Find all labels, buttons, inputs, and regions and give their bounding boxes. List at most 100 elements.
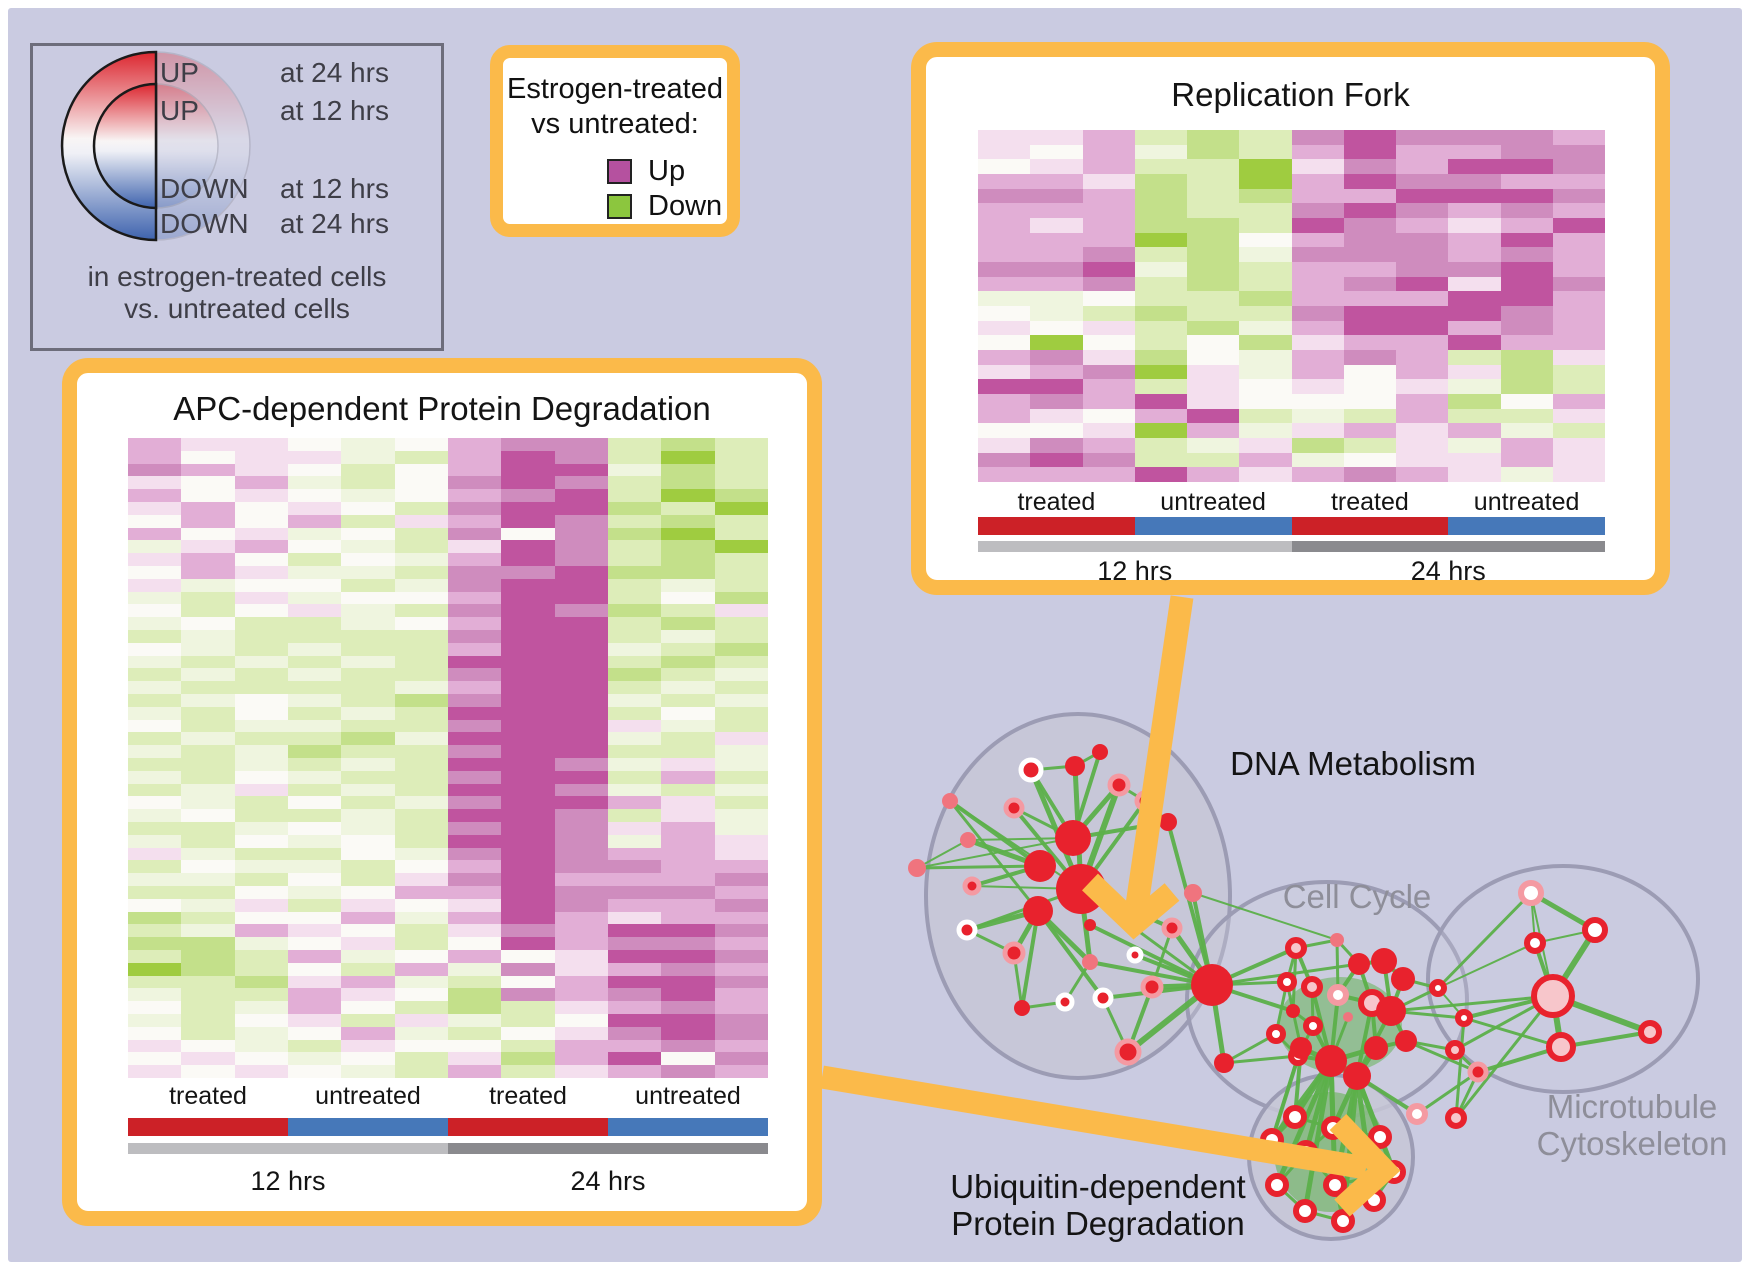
heatmap-cell xyxy=(1082,408,1135,424)
heatmap-cell xyxy=(394,540,448,554)
heatmap-cell xyxy=(1082,262,1135,277)
heatmap-cell xyxy=(447,822,502,835)
heatmap-cell xyxy=(341,566,395,579)
gene-node-m6 xyxy=(1638,1020,1662,1044)
heatmap-cell xyxy=(1030,174,1083,189)
heatmap-cell xyxy=(128,630,182,643)
heatmap-cell xyxy=(234,630,288,643)
heatmap-cell xyxy=(447,745,502,758)
heatmap-cell xyxy=(1082,159,1135,174)
heatmap-cell xyxy=(181,937,235,950)
heatmap-cell xyxy=(394,630,448,643)
gene-node-d14 xyxy=(1092,744,1108,760)
heatmap-cell xyxy=(234,1052,288,1066)
heatmap-cell xyxy=(447,668,502,682)
heatmap-cell xyxy=(607,642,662,656)
heatmap-cell xyxy=(234,834,288,848)
heatmap-cell xyxy=(661,1001,715,1014)
heatmap-cell xyxy=(1134,306,1187,321)
heatmap-cell xyxy=(447,553,502,566)
heatmap-cell xyxy=(394,847,448,861)
heatmap-cell xyxy=(1552,335,1605,350)
heatmap-cell xyxy=(501,438,555,451)
heatmap-cell xyxy=(1552,350,1605,365)
gene-node-c10 xyxy=(1303,1016,1323,1036)
heatmap-cell xyxy=(554,681,608,694)
heatmap-cell xyxy=(714,988,768,1002)
heatmap-cell xyxy=(1187,379,1240,394)
heatmap-cell xyxy=(181,834,235,848)
heatmap-cell xyxy=(607,706,662,720)
heatmap-cell xyxy=(1396,291,1449,306)
heatmap-cell xyxy=(287,822,342,835)
updown-item-up: Up xyxy=(607,154,722,189)
heatmap-cell xyxy=(978,320,1031,336)
heatmap-cell xyxy=(607,886,662,899)
heatmap-cell xyxy=(1082,130,1135,145)
up-color-swatch xyxy=(607,159,632,184)
heatmap-cell xyxy=(394,975,448,989)
heatmap-cell xyxy=(501,706,555,720)
cluster-label-line: Cytoskeleton xyxy=(1536,1125,1728,1162)
heatmap-cell xyxy=(394,834,448,848)
heatmap-cell xyxy=(978,247,1031,262)
heatmap-cell xyxy=(1396,320,1449,336)
heatmap-cell xyxy=(1291,408,1344,424)
heatmap-cell xyxy=(607,502,662,515)
heatmap-cell xyxy=(181,1052,235,1066)
heatmap-cell xyxy=(1343,203,1396,218)
network-edge xyxy=(948,800,1040,912)
gene-node-d4 xyxy=(1003,797,1025,819)
heatmap-cell xyxy=(128,438,182,451)
heatmap-cell xyxy=(1082,276,1135,292)
gene-node-d16 xyxy=(1159,813,1177,831)
heatmap-cell xyxy=(607,962,662,976)
heatmap-cell xyxy=(714,655,768,669)
heatmap-cell xyxy=(1343,291,1396,306)
gene-node-u1 xyxy=(1283,1105,1307,1129)
heatmap-cell xyxy=(978,188,1031,204)
gene-node-d6 xyxy=(908,859,926,877)
heatmap-cell xyxy=(234,847,288,861)
heatmap-cell xyxy=(554,591,608,605)
heatmap-cell xyxy=(1396,276,1449,292)
heatmap-cell xyxy=(234,1039,288,1053)
heatmap-cell xyxy=(1187,232,1240,248)
heatmap-cell xyxy=(1343,188,1396,204)
heatmap-cell xyxy=(661,681,715,694)
gene-node-c18 xyxy=(1364,1036,1388,1060)
heatmap-cell xyxy=(1396,247,1449,262)
heatmap-cell xyxy=(607,514,662,528)
heatmap-cell xyxy=(607,924,662,938)
heatmap-cell xyxy=(234,514,288,528)
apc-time-labels: 12 hrs 24 hrs xyxy=(128,1166,768,1197)
heatmap-cell xyxy=(1134,364,1187,380)
heatmap-cell xyxy=(978,452,1031,468)
heatmap-cell xyxy=(128,719,182,733)
heatmap-cell xyxy=(394,962,448,976)
cluster-label-line: DNA Metabolism xyxy=(1230,745,1476,782)
heatmap-cell xyxy=(714,732,768,746)
heatmap-cell xyxy=(181,617,235,630)
gene-node-c15 xyxy=(1315,1045,1347,1077)
heatmap-cell xyxy=(181,886,235,899)
heatmap-cell xyxy=(341,770,395,784)
heatmap-cell xyxy=(341,591,395,605)
heatmap-cell xyxy=(128,1052,182,1066)
gene-node-d7 xyxy=(962,876,982,896)
heatmap-cell xyxy=(447,540,502,554)
heatmap-cell xyxy=(341,758,395,771)
heatmap-cell xyxy=(287,476,342,490)
heatmap-cell xyxy=(447,886,502,899)
heatmap-cell xyxy=(978,379,1031,394)
heatmap-cell xyxy=(1343,247,1396,262)
heatmap-cell xyxy=(607,463,662,477)
heatmap-cell xyxy=(1448,408,1501,424)
heatmap-cell xyxy=(181,822,235,835)
heatmap-cell xyxy=(287,566,342,579)
heatmap-cell xyxy=(234,1001,288,1014)
heatmap-cell xyxy=(394,1001,448,1014)
updown-item-label: Down xyxy=(648,190,723,222)
heatmap-cell xyxy=(287,1052,342,1066)
heatmap-cell xyxy=(234,770,288,784)
